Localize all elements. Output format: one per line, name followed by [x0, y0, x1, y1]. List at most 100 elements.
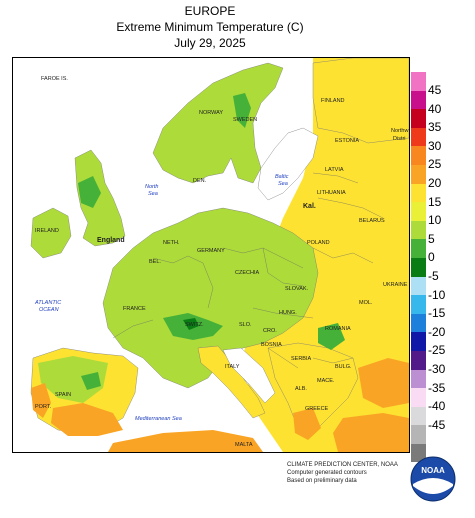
legend-swatch [411, 295, 426, 314]
legend-swatch [411, 406, 426, 426]
legend-label: 45 [428, 83, 442, 97]
legend-swatch [411, 146, 426, 165]
legend-label: -35 [428, 380, 446, 395]
country-label-northwest: Northw [391, 128, 408, 134]
country-label-spain: SPAIN [55, 392, 71, 398]
credit-method: Computer generated contours [287, 470, 367, 476]
sea-label-baltic-2: Sea [278, 181, 288, 187]
legend-label: -25 [428, 343, 446, 358]
country-label-faroe: FAROE IS. [41, 76, 68, 82]
hot-balkan-east [358, 358, 409, 408]
legend-swatch [411, 90, 426, 110]
country-label-kal: Kal. [303, 203, 316, 210]
country-label-denmark: DEN. [193, 178, 207, 184]
sea-label-atlantic-2: OCEAN [39, 307, 59, 313]
country-label-mace: MACE. [317, 378, 335, 384]
country-label-slo: SLO. [239, 322, 252, 328]
legend-swatch [411, 332, 426, 351]
map-product-title: Extreme Minimum Temperature (C) [116, 20, 304, 34]
legend-swatch [411, 257, 426, 277]
sea-baltic [257, 127, 319, 201]
country-label-mol: MOL. [359, 300, 373, 306]
country-label-malta: MALTA [235, 442, 253, 448]
legend-swatch [411, 369, 426, 389]
hot-turkey [333, 413, 409, 452]
legend-bin: -10 [411, 276, 459, 302]
country-label-ireland: IRELAND [35, 228, 59, 234]
cool-romania [318, 323, 345, 350]
legend-label: -5 [428, 268, 439, 283]
sea-label-atlantic-1: ATLANTIC [34, 300, 61, 306]
legend-swatch [411, 72, 426, 91]
country-label-finland: FINLAND [321, 98, 345, 104]
country-label-slovak: SLOVAK. [285, 286, 309, 292]
legend-bin [411, 425, 459, 444]
legend-bin: -35 [411, 369, 459, 395]
country-label-bosnia: BOSNIA [261, 342, 282, 348]
country-label-ukraine: UKRAINE [383, 282, 408, 288]
legend-bin: 10 [411, 202, 459, 227]
land-britain [74, 149, 126, 247]
land-scandinavia [152, 62, 284, 184]
legend-swatch [411, 220, 426, 240]
legend-swatch [411, 276, 426, 296]
legend-bin: 20 [411, 164, 459, 190]
country-label-hung: HUNG. [279, 310, 297, 316]
legend-swatch [411, 164, 426, 184]
sea-label-baltic-1: Baltic [275, 174, 289, 180]
sea-label-north-2: Sea [148, 191, 158, 197]
legend-label: -15 [428, 306, 446, 321]
country-label-bel: BEL. [149, 259, 161, 265]
credit-agency: CLIMATE PREDICTION CENTER, NOAA [287, 462, 398, 468]
legend-bin: -40 [411, 388, 459, 413]
legend-bin: 5 [411, 220, 459, 246]
legend-swatch [411, 202, 426, 221]
country-label-neth: NETH. [163, 240, 180, 246]
country-label-czechia: CZECHIA [235, 270, 259, 276]
sea-label-mediterranean: Mediterranean Sea [135, 416, 182, 422]
country-label-poland: POLAND [307, 240, 330, 246]
land-balkans [267, 342, 359, 434]
legend-bin: 30 [411, 127, 459, 153]
country-label-italy: ITALY [225, 364, 240, 370]
legend-bin: -20 [411, 313, 459, 339]
legend-label: 30 [428, 138, 442, 153]
map-region-title: EUROPE [184, 4, 236, 18]
legend-label: 25 [428, 157, 442, 172]
country-borders [112, 172, 384, 369]
legend-swatch [411, 183, 426, 203]
country-label-lithuania: LITHUANIA [317, 190, 346, 196]
sea-label-north-1: North [145, 184, 158, 190]
legend-swatch [411, 443, 426, 463]
noaa-logo: NOAA [410, 456, 456, 502]
cool-scandinavia [233, 93, 251, 128]
legend-label: 5 [428, 231, 435, 246]
legend-swatch [411, 425, 426, 444]
country-label-england: England [97, 237, 125, 244]
legend-label: -40 [428, 399, 446, 414]
hot-iberia-west [31, 383, 51, 418]
legend-swatch [411, 109, 426, 128]
legend-label: -30 [428, 361, 446, 376]
country-label-greece: GREECE [305, 406, 329, 412]
legend-swatch [411, 239, 426, 258]
country-label-switz: SWITZ. [185, 322, 204, 328]
legend-label: -45 [428, 417, 446, 432]
country-label-alb: ALB. [295, 386, 307, 392]
country-label-bulg: BULG. [335, 364, 352, 370]
hot-greece [293, 408, 321, 440]
legend-swatch [411, 127, 426, 147]
legend-bin: 45 [411, 72, 459, 97]
legend-bin [411, 443, 459, 463]
country-label-serbia: SERBIA [291, 356, 312, 362]
country-label-romania: ROMANIA [325, 326, 351, 332]
legend-label: 0 [428, 250, 435, 265]
legend-bin: -5 [411, 257, 459, 283]
legend-label: 15 [428, 194, 442, 209]
legend-bin: -15 [411, 295, 459, 320]
legend-bin: -45 [411, 406, 459, 432]
map-date: July 29, 2025 [174, 36, 246, 50]
cool-britain [78, 176, 101, 208]
country-label-norway: NORWAY [199, 110, 223, 116]
legend-label: 10 [428, 213, 442, 228]
